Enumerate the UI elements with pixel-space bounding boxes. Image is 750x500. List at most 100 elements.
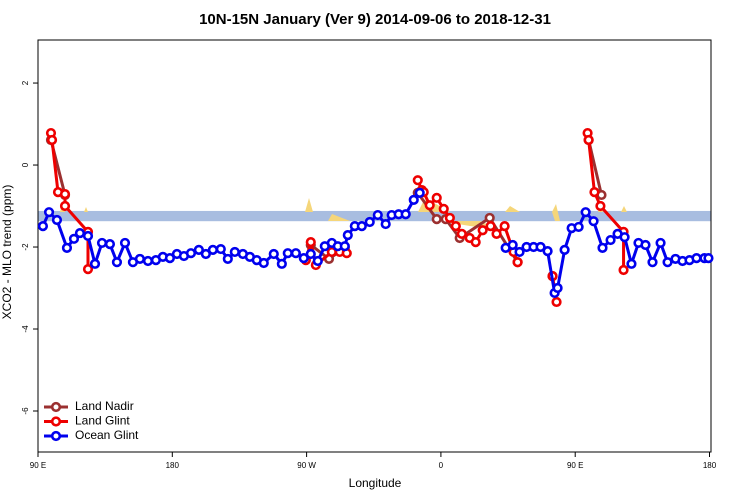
data-point	[59, 200, 71, 212]
data-point	[573, 221, 584, 233]
x-tick-label: 90 E	[30, 461, 46, 470]
y-tick-label: -2	[21, 243, 30, 251]
data-point	[372, 209, 383, 221]
x-tick-label: 180	[703, 461, 717, 470]
data-point	[597, 242, 608, 253]
data-point	[268, 248, 279, 260]
data-point	[61, 242, 73, 253]
data-point	[339, 241, 350, 252]
data-point	[356, 221, 367, 232]
y-tick-label: -4	[21, 325, 30, 333]
data-point	[364, 216, 375, 228]
data-point	[68, 233, 80, 244]
data-point	[431, 192, 442, 203]
legend-label: Land Glint	[75, 414, 130, 428]
data-point	[499, 221, 510, 232]
data-point	[655, 237, 666, 249]
data-point	[595, 200, 606, 212]
data-point	[59, 189, 71, 200]
legend-marker	[50, 416, 62, 427]
data-point	[450, 221, 461, 232]
data-point	[514, 246, 525, 258]
data-point	[551, 296, 562, 308]
data-point	[477, 225, 488, 236]
data-point	[111, 257, 123, 268]
data-point	[342, 230, 353, 241]
data-point	[412, 175, 423, 186]
data-point	[89, 258, 101, 269]
data-point	[408, 194, 419, 205]
y-axis-label: XCO2 - MLO trend (ppm)	[0, 185, 14, 320]
legend-label: Land Nadir	[75, 399, 134, 413]
data-point	[507, 239, 518, 251]
data-point	[691, 252, 702, 264]
x-tick-label: 90 W	[297, 461, 316, 470]
data-point	[512, 257, 523, 268]
data-point	[193, 244, 204, 255]
x-axis-label: Longitude	[349, 476, 402, 490]
x-tick-label: 0	[439, 461, 444, 470]
data-point	[438, 203, 449, 214]
data-point	[588, 216, 599, 227]
data-point	[96, 237, 108, 249]
data-point	[298, 252, 309, 264]
data-point	[444, 212, 455, 224]
data-point	[559, 244, 570, 255]
data-point	[485, 221, 496, 232]
data-point	[164, 252, 176, 264]
data-point	[542, 246, 553, 257]
data-point	[626, 258, 637, 269]
data-point	[142, 255, 154, 267]
data-point	[229, 246, 240, 258]
data-point	[222, 253, 233, 265]
data-point	[380, 218, 391, 230]
data-point	[703, 252, 714, 264]
data-point	[640, 239, 651, 251]
data-point	[215, 243, 226, 255]
legend-marker	[50, 430, 62, 442]
legend-label: Ocean Glint	[75, 428, 139, 442]
data-point	[51, 214, 63, 226]
data-point	[207, 244, 218, 255]
data-point	[258, 257, 269, 269]
data-point	[583, 134, 594, 146]
data-point	[470, 237, 481, 248]
data-point	[414, 187, 425, 199]
legend-marker	[50, 401, 62, 413]
data-point	[185, 248, 197, 259]
data-point	[589, 186, 600, 198]
chart-title: 10N-15N January (Ver 9) 2014-09-06 to 20…	[199, 11, 551, 28]
data-point	[119, 237, 131, 249]
data-point	[312, 255, 323, 267]
data-point	[74, 227, 86, 239]
data-point	[431, 214, 442, 225]
data-point	[82, 230, 94, 242]
data-point	[104, 239, 116, 250]
data-point	[552, 282, 563, 294]
y-tick-label: 2	[21, 80, 30, 85]
data-point	[282, 248, 293, 259]
data-point	[305, 237, 316, 248]
data-point	[290, 248, 301, 259]
data-point	[647, 257, 658, 268]
data-point	[491, 228, 502, 240]
data-point	[37, 221, 49, 232]
data-point	[605, 234, 616, 246]
data-point	[618, 264, 629, 276]
plot-frame	[37, 39, 712, 453]
data-point	[662, 257, 673, 268]
data-point	[200, 248, 211, 260]
data-point	[43, 207, 55, 218]
data-point	[535, 241, 546, 253]
data-point	[276, 258, 287, 269]
x-tick-label: 180	[166, 461, 180, 470]
data-point	[580, 207, 591, 218]
x-tick-label: 90 E	[567, 461, 583, 470]
data-point	[305, 248, 316, 260]
data-point	[619, 232, 630, 243]
data-point	[400, 209, 411, 220]
y-tick-label: 0	[21, 162, 30, 167]
data-point	[456, 228, 467, 240]
data-point	[82, 264, 94, 275]
